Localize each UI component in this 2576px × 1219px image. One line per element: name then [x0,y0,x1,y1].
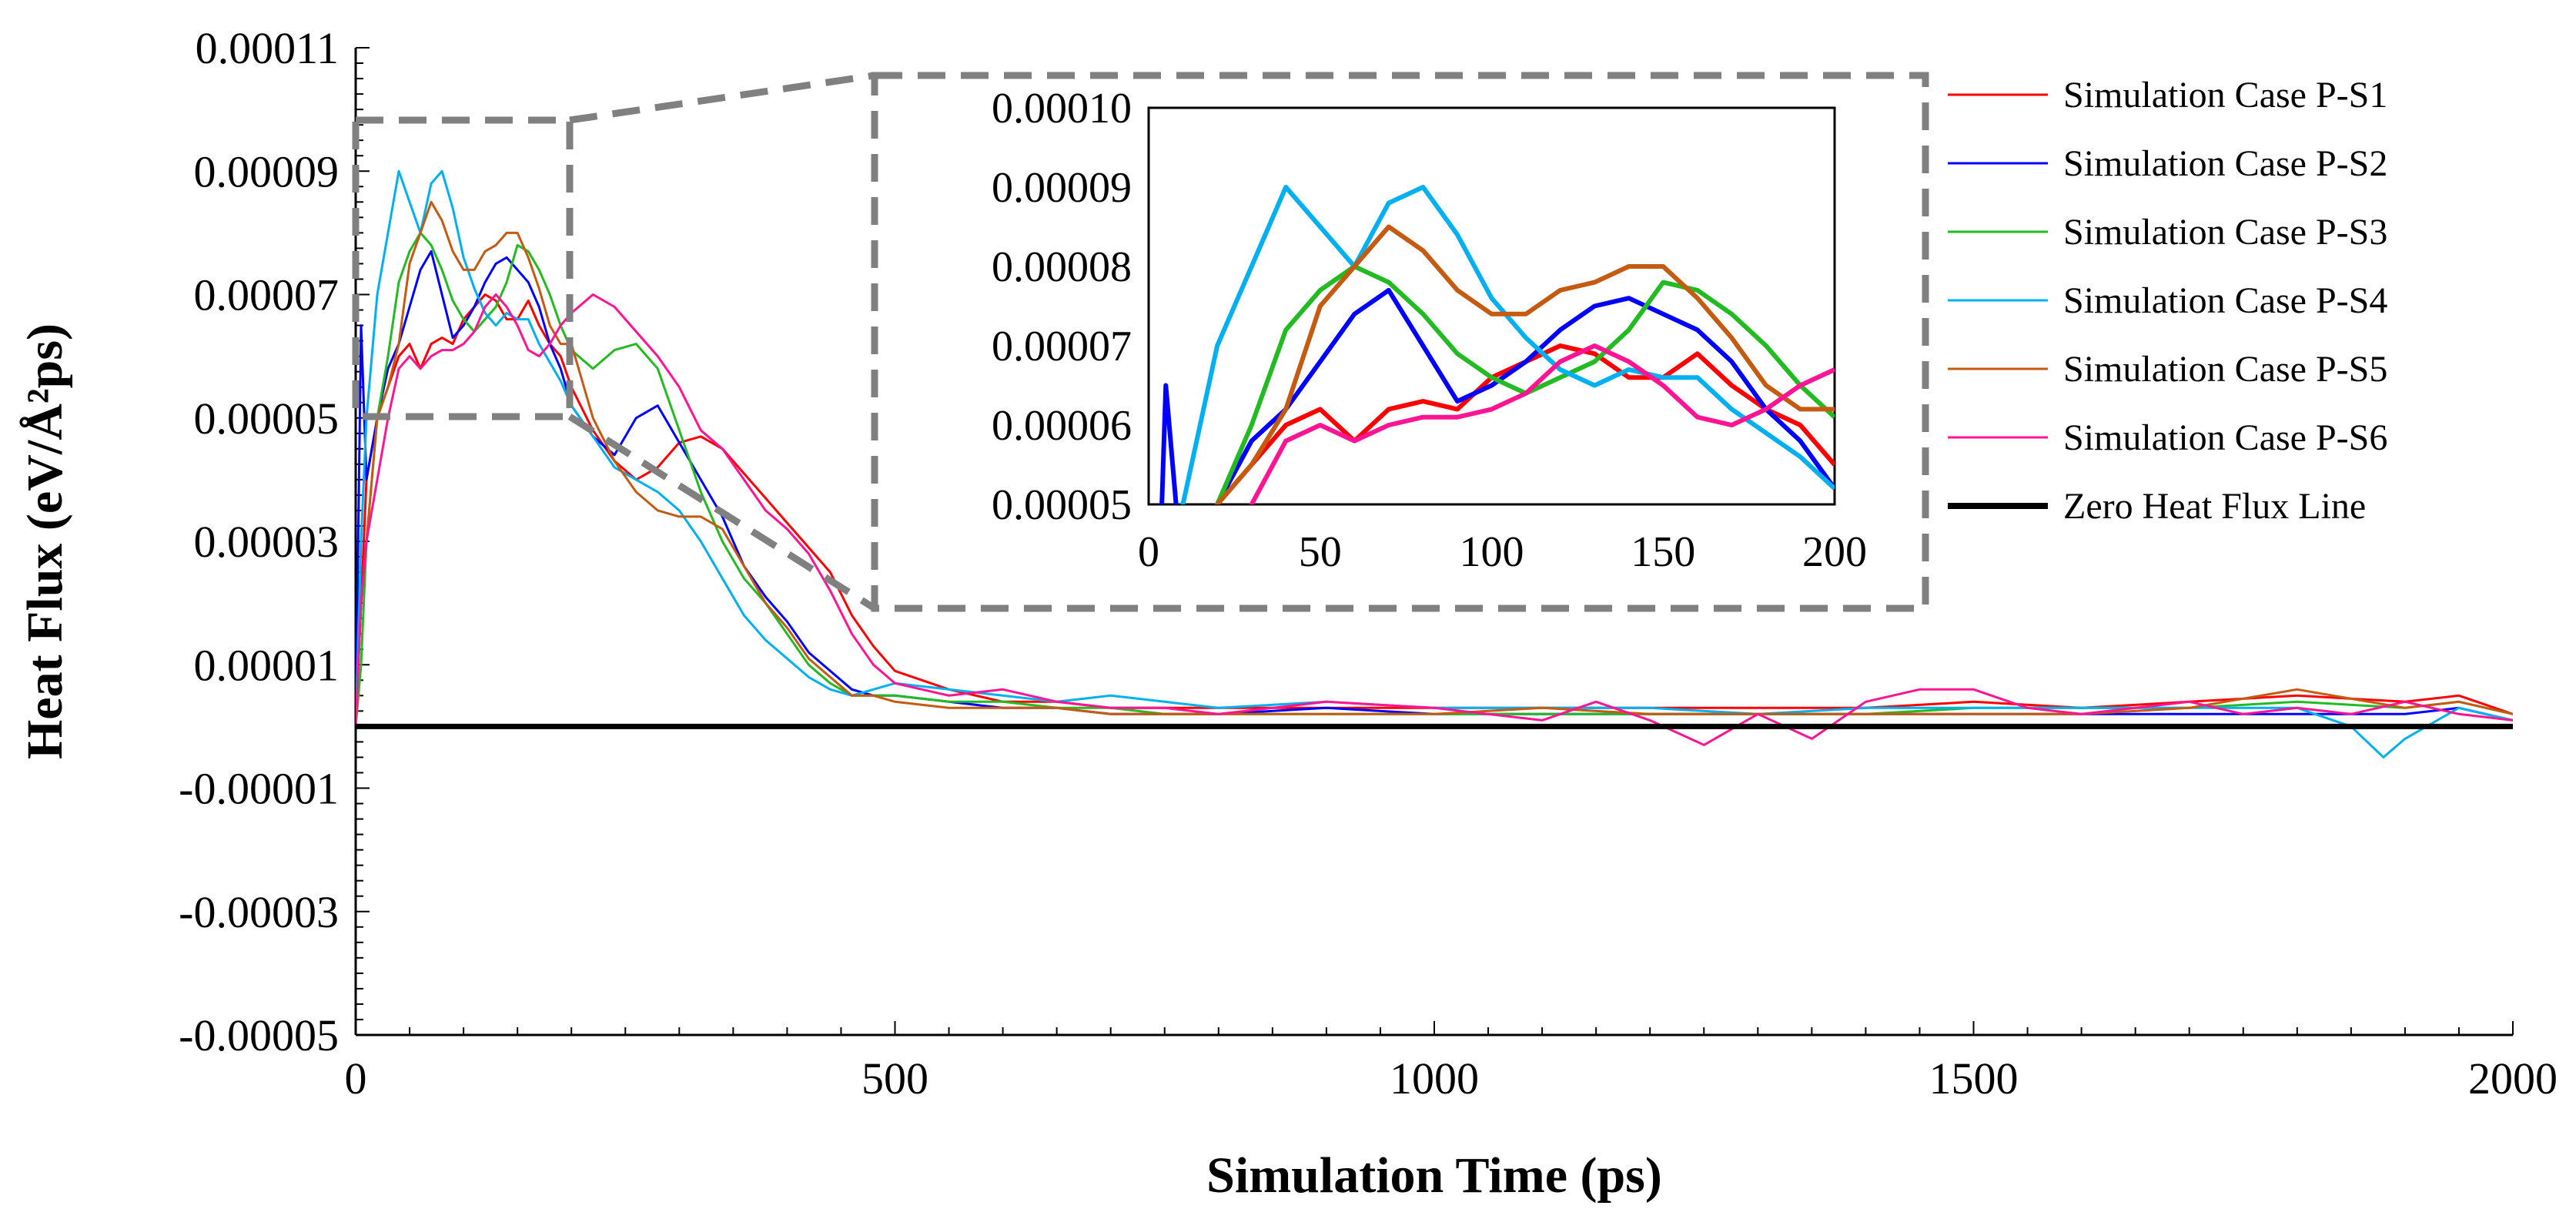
y-tick-label: -0.00001 [179,764,339,814]
inset-x-tick-label: 50 [1299,528,1342,576]
inset-x-tick-label: 150 [1631,528,1695,576]
x-axis-title: Simulation Time (ps) [1206,1147,1662,1204]
legend-label: Simulation Case P-S1 [2063,75,2387,116]
y-tick-label: 0.00005 [194,393,340,444]
legend-label: Simulation Case P-S4 [2063,280,2387,321]
inset-series-line-6 [1249,343,1835,504]
inset-series-line-4 [1180,185,1835,504]
zoom-connector-bottom [567,414,877,611]
y-tick-label: 0.00001 [194,640,340,690]
zoom-connector-top [569,72,875,124]
inset-y-tick-label: 0.00006 [992,402,1132,450]
legend-label: Simulation Case P-S5 [2063,349,2387,390]
inset-series-line-2 [1159,287,1835,504]
inset-y-tick-label: 0.00005 [992,481,1132,529]
legend-label: Zero Heat Flux Line [2063,486,2366,527]
inset-chart: 0.00010 0.00009 0.00008 0.00007 0.00006 0.000… [992,85,1867,576]
legend: Simulation Case P-S1 Simulation Case P-S2… [1948,75,2387,527]
legend-label: Simulation Case P-S6 [2063,417,2387,458]
legend-label: Simulation Case P-S2 [2063,143,2387,184]
series-line-6 [356,293,2513,746]
x-tick-label: 2000 [2468,1053,2558,1103]
inset-series-line-3 [1215,264,1835,504]
x-tick-labels: 0 500 1000 1500 2000 [345,1053,2558,1103]
series-lines [356,169,2513,759]
x-tick-label: 1000 [1390,1053,1479,1103]
inset-x-tick-label: 100 [1460,528,1524,576]
x-minor-ticks [355,1021,2514,1035]
y-tick-labels: 0.00011 0.00009 0.00007 0.00005 0.00003 0.000… [179,23,339,1060]
legend-label: Simulation Case P-S3 [2063,212,2387,253]
inset-y-tick-labels: 0.00010 0.00009 0.00008 0.00007 0.00006 0.000… [992,85,1132,529]
series-line-4 [356,169,2513,759]
inset-x-tick-label: 200 [1802,528,1867,576]
inset-y-tick-label: 0.00009 [992,164,1132,212]
y-tick-label: 0.00009 [194,146,340,196]
y-axis-title: Heat Flux (eV/Å²ps) [17,323,73,759]
x-tick-label: 500 [861,1053,928,1103]
zoom-box [352,116,574,420]
inset-frame [871,72,1929,612]
inset-y-tick-label: 0.00010 [992,85,1132,132]
inset-x-tick-labels: 0 50 100 150 200 [1138,528,1867,576]
y-tick-label: 0.00007 [194,270,340,320]
zoom-indicator [352,72,1929,612]
inset-y-tick-label: 0.00007 [992,323,1132,370]
inset-series-lines [1159,185,1835,504]
y-tick-label: -0.00005 [179,1010,339,1060]
y-tick-label: 0.00003 [194,517,340,567]
y-tick-label: 0.00011 [196,23,339,73]
y-tick-label: -0.00003 [179,887,339,937]
x-tick-label: 1500 [1929,1053,2019,1103]
x-tick-label: 0 [345,1053,367,1103]
inset-y-tick-label: 0.00008 [992,243,1132,291]
inset-x-tick-label: 0 [1138,528,1159,576]
inset-series-line-5 [1215,224,1835,504]
